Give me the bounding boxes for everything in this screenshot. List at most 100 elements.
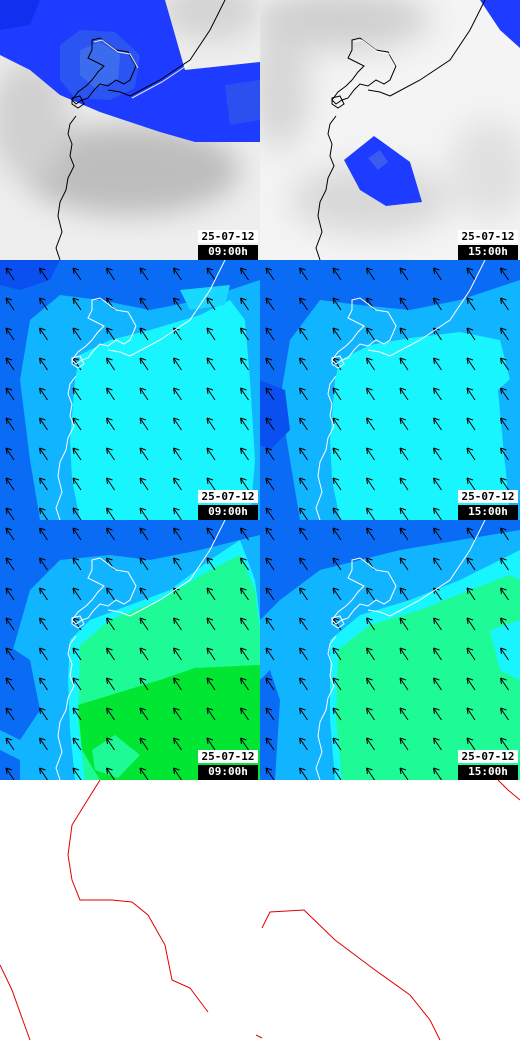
wind-direction-arrow-icon xyxy=(106,647,115,661)
wind-direction-arrow-icon xyxy=(139,327,149,341)
wind-direction-arrow-icon xyxy=(265,297,275,311)
wind-direction-arrow-icon xyxy=(72,587,82,601)
wind-direction-arrow-icon xyxy=(72,387,82,401)
map-panel-wind-0900: 25-07-12 09:00h xyxy=(0,260,260,520)
wind-direction-arrow-icon xyxy=(500,587,509,601)
wind-direction-arrow-icon xyxy=(139,587,149,601)
wind-direction-arrow-icon xyxy=(173,677,182,691)
wind-direction-arrow-icon xyxy=(206,417,216,431)
wind-direction-arrow-icon xyxy=(366,647,375,661)
wind-direction-arrow-icon xyxy=(106,677,115,691)
wind-direction-arrow-icon xyxy=(39,267,48,281)
wind-direction-arrow-icon xyxy=(173,617,182,631)
wind-direction-arrow-icon xyxy=(206,527,216,541)
wind-direction-arrow-icon xyxy=(265,327,275,341)
wind-direction-arrow-icon xyxy=(5,527,15,541)
cloud-map-0900 xyxy=(0,0,260,260)
wind-direction-arrow-icon xyxy=(106,477,115,491)
map-panel-wind-1500: 25-07-12 15:00h xyxy=(260,260,520,520)
wind-direction-arrow-icon xyxy=(399,707,409,721)
wind-direction-arrow-icon xyxy=(72,417,82,431)
wind-direction-arrow-icon xyxy=(299,557,308,571)
wind-direction-arrow-icon xyxy=(106,707,115,721)
wind-direction-arrow-icon xyxy=(5,447,15,461)
wind-direction-arrow-icon xyxy=(399,527,409,541)
wind-direction-arrow-icon xyxy=(39,617,48,631)
wind-direction-arrow-icon xyxy=(500,417,509,431)
wind-direction-arrow-icon xyxy=(265,587,275,601)
wind-direction-arrow-icon xyxy=(466,297,476,311)
wind-direction-arrow-icon xyxy=(433,767,442,780)
wind-direction-arrow-icon xyxy=(240,707,249,721)
wind-direction-arrow-icon xyxy=(299,647,308,661)
wind-direction-arrow-icon xyxy=(500,677,509,691)
wind-direction-arrow-icon xyxy=(106,767,115,780)
wind-direction-arrow-icon xyxy=(139,447,149,461)
wind-direction-arrow-icon xyxy=(299,267,308,281)
wind-direction-arrow-icon xyxy=(5,737,15,751)
wind-direction-arrow-icon xyxy=(399,447,409,461)
wind-map-0900 xyxy=(0,260,260,520)
wind-direction-arrow-icon xyxy=(433,737,442,751)
wind-direction-arrow-icon xyxy=(206,587,216,601)
date-label: 25-07-12 xyxy=(198,490,258,503)
wind-direction-arrow-icon xyxy=(366,677,375,691)
date-label: 25-07-12 xyxy=(458,750,518,763)
map-panel-gust-0900: 25-07-12 09:00h xyxy=(0,520,260,780)
wind-direction-arrow-icon xyxy=(433,477,442,491)
wind-direction-arrow-icon xyxy=(206,297,216,311)
wind-direction-arrow-icon xyxy=(240,267,249,281)
wind-direction-arrow-icon xyxy=(5,387,15,401)
wind-direction-arrow-icon xyxy=(466,557,476,571)
wind-direction-arrow-icon xyxy=(173,357,182,371)
wind-direction-arrow-icon xyxy=(399,417,409,431)
wind-direction-arrow-icon xyxy=(299,447,308,461)
wind-direction-arrow-icon xyxy=(39,527,48,541)
wind-direction-arrow-icon xyxy=(139,357,149,371)
wind-direction-arrow-icon xyxy=(399,557,409,571)
wind-direction-arrow-icon xyxy=(433,417,442,431)
wind-direction-arrow-icon xyxy=(332,737,342,751)
date-label: 25-07-12 xyxy=(458,490,518,503)
wind-direction-arrow-icon xyxy=(39,297,48,311)
wind-direction-arrow-icon xyxy=(399,647,409,661)
wind-direction-arrow-icon xyxy=(106,527,115,541)
wind-direction-arrow-icon xyxy=(433,527,442,541)
time-label: 15:00h xyxy=(458,505,518,520)
wind-direction-arrow-icon xyxy=(5,557,15,571)
wind-direction-arrow-icon xyxy=(5,357,15,371)
wind-direction-arrow-icon xyxy=(332,647,342,661)
wind-direction-arrow-icon xyxy=(299,677,308,691)
wind-direction-arrow-icon xyxy=(500,647,509,661)
wind-direction-arrow-icon xyxy=(206,477,216,491)
wind-direction-arrow-icon xyxy=(240,527,249,541)
wind-direction-arrow-icon xyxy=(466,327,476,341)
wind-direction-arrow-icon xyxy=(173,447,182,461)
wind-direction-arrow-icon xyxy=(39,707,48,721)
wind-direction-arrow-icon xyxy=(265,647,275,661)
wind-direction-arrow-icon xyxy=(433,677,442,691)
wind-direction-arrow-icon xyxy=(106,447,115,461)
wind-direction-arrow-icon xyxy=(399,357,409,371)
wind-direction-arrow-icon xyxy=(265,447,275,461)
wind-direction-arrow-icon xyxy=(299,617,308,631)
time-label: 15:00h xyxy=(458,245,518,260)
wind-direction-arrow-icon xyxy=(5,707,15,721)
wind-direction-arrow-icon xyxy=(106,357,115,371)
wind-direction-arrow-icon xyxy=(500,357,509,371)
gust-map-0900 xyxy=(0,520,260,780)
wind-direction-arrow-icon xyxy=(466,647,476,661)
wind-direction-arrow-icon xyxy=(139,267,149,281)
route-overlay-panel xyxy=(0,779,520,1041)
wind-direction-arrow-icon xyxy=(173,387,182,401)
wind-direction-arrow-icon xyxy=(332,527,342,541)
wind-direction-arrow-icon xyxy=(265,737,275,751)
wind-direction-arrow-icon xyxy=(139,557,149,571)
wind-direction-arrow-icon xyxy=(366,417,375,431)
wind-direction-arrow-icon xyxy=(72,557,82,571)
wind-direction-arrow-icon xyxy=(39,647,48,661)
wind-direction-arrow-icon xyxy=(139,647,149,661)
wind-direction-arrow-icon xyxy=(139,737,149,751)
timestamp-label: 25-07-12 09:00h xyxy=(198,750,258,780)
wind-direction-arrow-icon xyxy=(466,417,476,431)
